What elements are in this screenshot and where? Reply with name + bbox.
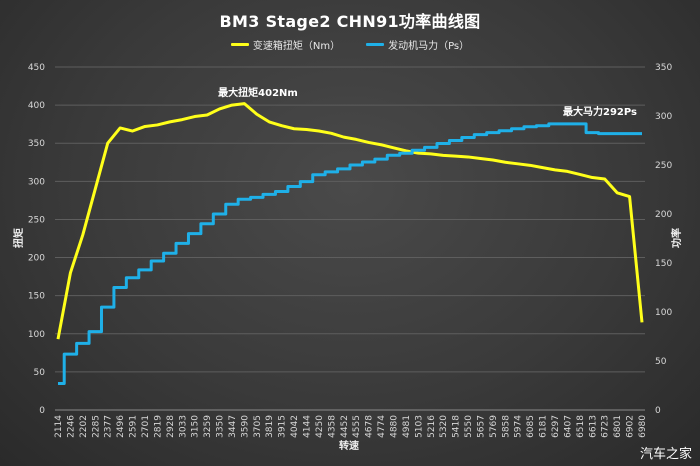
x-tick: 6085 bbox=[526, 415, 536, 438]
x-tick: 4452 bbox=[340, 415, 350, 438]
x-tick: 4358 bbox=[327, 415, 337, 438]
torque-line bbox=[56, 102, 644, 340]
x-tick: 3447 bbox=[228, 415, 238, 438]
x-tick: 6613 bbox=[588, 415, 598, 438]
x-tick: 2202 bbox=[79, 415, 89, 438]
x-tick: 4250 bbox=[315, 415, 325, 438]
legend-label-power: 发动机马力（Ps） bbox=[388, 41, 470, 52]
legend-swatch-power bbox=[366, 43, 385, 46]
x-tick: 4678 bbox=[365, 415, 375, 438]
y-left-tick: 400 bbox=[28, 101, 45, 111]
x-tick: 6723 bbox=[601, 415, 611, 438]
x-tick: 5103 bbox=[414, 415, 424, 438]
chart-legend: 变速箱扭矩（Nm） 发动机马力（Ps） bbox=[0, 37, 700, 52]
x-tick: 6181 bbox=[539, 415, 549, 438]
y-left-tick: 50 bbox=[34, 368, 46, 378]
y-right-tick: 300 bbox=[655, 112, 672, 122]
y-left-tick: 0 bbox=[39, 406, 45, 416]
x-tick: 6902 bbox=[626, 415, 636, 438]
max-power-annotation: 最大马力292Ps bbox=[563, 105, 637, 118]
x-tick: 2819 bbox=[153, 415, 163, 438]
y-right-tick: 250 bbox=[655, 161, 672, 171]
x-tick: 4774 bbox=[377, 415, 387, 438]
x-tick: 6407 bbox=[563, 415, 573, 438]
x-tick: 5769 bbox=[489, 415, 499, 438]
max-torque-annotation: 最大扭矩402Nm bbox=[218, 86, 298, 99]
y-left-tick: 350 bbox=[28, 139, 45, 149]
y-right-tick: 350 bbox=[655, 63, 672, 73]
x-tick: 5550 bbox=[464, 415, 474, 438]
x-tick: 6801 bbox=[613, 415, 623, 438]
x-tick: 2496 bbox=[116, 415, 126, 438]
y-right-tick: 50 bbox=[655, 357, 667, 367]
y-right-tick: 150 bbox=[655, 259, 672, 269]
x-tick: 2114 bbox=[54, 415, 64, 438]
y-left-tick: 300 bbox=[28, 177, 45, 187]
x-tick: 6518 bbox=[576, 415, 586, 438]
y-left-tick: 150 bbox=[28, 292, 45, 302]
x-tick: 3705 bbox=[253, 415, 263, 438]
x-tick: 4981 bbox=[402, 415, 412, 438]
legend-swatch-torque bbox=[230, 43, 249, 46]
power-line bbox=[58, 122, 642, 386]
x-tick: 3819 bbox=[265, 415, 275, 438]
x-tick: 5216 bbox=[427, 415, 437, 438]
x-tick: 5418 bbox=[452, 415, 462, 438]
x-tick: 4144 bbox=[303, 415, 313, 438]
y-right-tick: 200 bbox=[655, 210, 672, 220]
x-tick: 4042 bbox=[290, 415, 300, 438]
x-tick: 6297 bbox=[551, 415, 561, 438]
x-tick: 4880 bbox=[389, 415, 399, 438]
y-left-tick: 200 bbox=[28, 254, 45, 264]
y-left-tick: 100 bbox=[28, 330, 45, 340]
x-tick: 3150 bbox=[191, 415, 201, 438]
watermark-logo: 汽车之家 bbox=[639, 447, 692, 462]
legend-label-torque: 变速箱扭矩（Nm） bbox=[252, 41, 341, 52]
y-left-axis-title: 扭矩 bbox=[12, 228, 25, 248]
x-tick: 5858 bbox=[501, 415, 511, 438]
y-right-tick: 100 bbox=[655, 308, 672, 318]
x-tick: 5974 bbox=[514, 415, 524, 438]
x-tick: 2246 bbox=[66, 415, 76, 438]
x-tick: 3259 bbox=[203, 415, 213, 438]
x-tick: 6980 bbox=[638, 415, 648, 438]
x-tick: 3915 bbox=[278, 415, 288, 438]
y-left-tick: 250 bbox=[28, 215, 45, 225]
y-right-tick: 0 bbox=[655, 406, 661, 416]
legend-item-torque[interactable]: 变速箱扭矩（Nm） bbox=[230, 37, 341, 52]
x-tick: 5320 bbox=[439, 415, 449, 438]
x-tick: 2701 bbox=[141, 415, 151, 438]
x-tick: 2377 bbox=[104, 415, 114, 438]
x-tick: 3350 bbox=[216, 415, 226, 438]
y-right-axis-title: 功率 bbox=[670, 228, 683, 248]
x-tick: 2591 bbox=[129, 415, 139, 438]
x-tick: 5657 bbox=[476, 415, 486, 438]
x-tick: 4555 bbox=[352, 415, 362, 438]
x-axis-title: 转速 bbox=[339, 439, 359, 452]
x-tick: 3033 bbox=[178, 415, 188, 438]
y-left-tick: 450 bbox=[28, 63, 45, 73]
legend-item-power[interactable]: 发动机马力（Ps） bbox=[366, 37, 469, 52]
x-tick: 3590 bbox=[240, 415, 250, 438]
x-tick: 2285 bbox=[91, 415, 101, 438]
x-tick: 2928 bbox=[166, 415, 176, 438]
chart-title: BM3 Stage2 CHN91功率曲线图 bbox=[219, 12, 481, 31]
